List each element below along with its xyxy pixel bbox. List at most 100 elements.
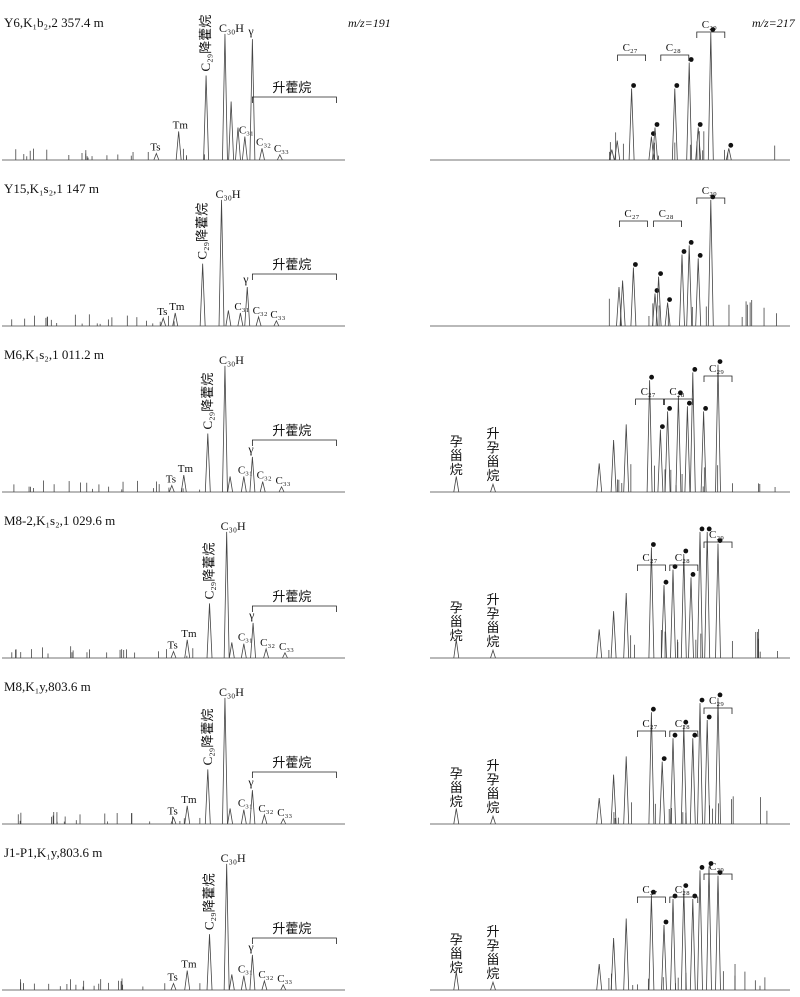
sterane-marker xyxy=(717,359,723,364)
sterane-bracket xyxy=(696,31,726,38)
peak-label: Ts xyxy=(150,142,160,154)
sterane-bracket xyxy=(635,398,664,405)
sterane-marker xyxy=(651,889,656,895)
sterane-marker xyxy=(699,526,705,532)
sterane-label-C₂₇: C₂₇ xyxy=(642,884,657,896)
sterane-marker xyxy=(681,249,687,254)
peak xyxy=(704,719,711,825)
peak-label-c30h: C₃₀H xyxy=(221,851,246,865)
peak-label-gammacerane: γ xyxy=(247,940,254,954)
peak xyxy=(199,263,206,327)
chromatogram-m217: C₂₇ C₂₈ C₂₉ xyxy=(430,185,790,327)
peak xyxy=(689,738,696,825)
peak-label: Tm xyxy=(181,959,197,971)
peak-label: C₃₁ xyxy=(234,301,249,313)
sterane-marker xyxy=(654,122,660,127)
svg-text:烷: 烷 xyxy=(450,960,463,975)
peak xyxy=(623,756,630,825)
peak xyxy=(686,62,693,161)
sterane-marker xyxy=(687,400,692,406)
svg-text:甾: 甾 xyxy=(486,952,499,967)
peak xyxy=(689,898,696,991)
svg-text:升: 升 xyxy=(486,592,499,607)
peak xyxy=(664,411,671,493)
svg-text:孕: 孕 xyxy=(486,440,499,455)
peak xyxy=(228,642,235,659)
sterane-marker xyxy=(633,262,638,267)
peak-label-c30h: C₃₀H xyxy=(219,685,244,699)
homohopane-label: 升藿烷 xyxy=(272,80,311,95)
peak-label-gammacerane: γ xyxy=(242,272,249,286)
peak-label: Ts xyxy=(168,806,178,818)
peak xyxy=(261,813,268,825)
peak-label: C₃₂ xyxy=(258,803,273,815)
sterane-bracket xyxy=(669,564,699,571)
peak xyxy=(490,482,496,493)
peak xyxy=(206,934,213,991)
peak xyxy=(228,101,235,161)
sterane-marker xyxy=(672,732,678,738)
peak xyxy=(259,481,266,493)
peak xyxy=(453,971,460,991)
peak xyxy=(227,808,233,825)
svg-text:甾: 甾 xyxy=(450,780,463,795)
peak xyxy=(697,531,703,659)
homohopane-bracket xyxy=(251,96,337,103)
peak-label-gammacerane: γ xyxy=(247,442,254,456)
sterane-marker xyxy=(692,732,698,738)
sterane-marker xyxy=(688,57,694,62)
homohopane-label: 升藿烷 xyxy=(272,921,311,936)
peak-label: Tm xyxy=(181,794,197,806)
sterane-marker xyxy=(654,288,660,293)
sterane-bracket xyxy=(664,398,693,405)
sterane-marker xyxy=(660,424,665,429)
svg-text:甾: 甾 xyxy=(450,946,463,961)
pregnane-label: 孕甾烷 xyxy=(450,932,463,975)
peak xyxy=(184,970,191,991)
peak-label-c30h: C₃₀H xyxy=(219,21,244,35)
sterane-marker xyxy=(706,526,712,532)
peak xyxy=(490,980,496,991)
peak-label: Tm xyxy=(173,119,189,131)
peak-label-gammacerane: γ xyxy=(247,24,254,38)
sterane-marker xyxy=(699,865,705,870)
peak xyxy=(160,316,167,327)
sample-panels: Y6,K₁b₂,2 357.4 m m/z=191 m/z=217TsTmC₂₉降藿… xyxy=(2,15,796,991)
peak xyxy=(263,647,269,659)
peak xyxy=(680,725,687,825)
peak xyxy=(184,639,191,659)
peak-label: C₃₂ xyxy=(256,136,271,148)
sterane-label-C₂₇: C₂₇ xyxy=(624,208,639,220)
peak xyxy=(240,809,247,825)
peak xyxy=(244,286,251,327)
sterane-marker xyxy=(697,253,703,258)
sterane-marker xyxy=(699,697,705,703)
peak xyxy=(276,153,283,161)
peak xyxy=(610,774,617,825)
sterane-marker xyxy=(651,542,656,547)
ion-label-191: m/z=191 xyxy=(348,16,391,30)
svg-text:烷: 烷 xyxy=(486,468,499,483)
peak-label: C₃₃ xyxy=(277,807,292,819)
peak xyxy=(170,982,177,991)
peak xyxy=(706,866,712,991)
sterane-bracket xyxy=(703,375,733,382)
peak-label-c30h: C₃₀H xyxy=(221,519,246,533)
peak xyxy=(170,816,177,825)
peak xyxy=(596,629,603,659)
peak xyxy=(697,870,703,991)
sample-name: M6,K₁s₂,1 011.2 m xyxy=(4,347,104,362)
peak xyxy=(596,463,603,493)
sterane-marker xyxy=(663,919,669,925)
peak xyxy=(715,875,721,991)
peak xyxy=(695,258,702,327)
peak-label-c29-norhopane: C₂₉降藿烷 xyxy=(202,873,217,930)
sample-name: J1-P1,K₁y,803.6 m xyxy=(4,845,102,860)
peak-label: Ts xyxy=(168,640,178,652)
